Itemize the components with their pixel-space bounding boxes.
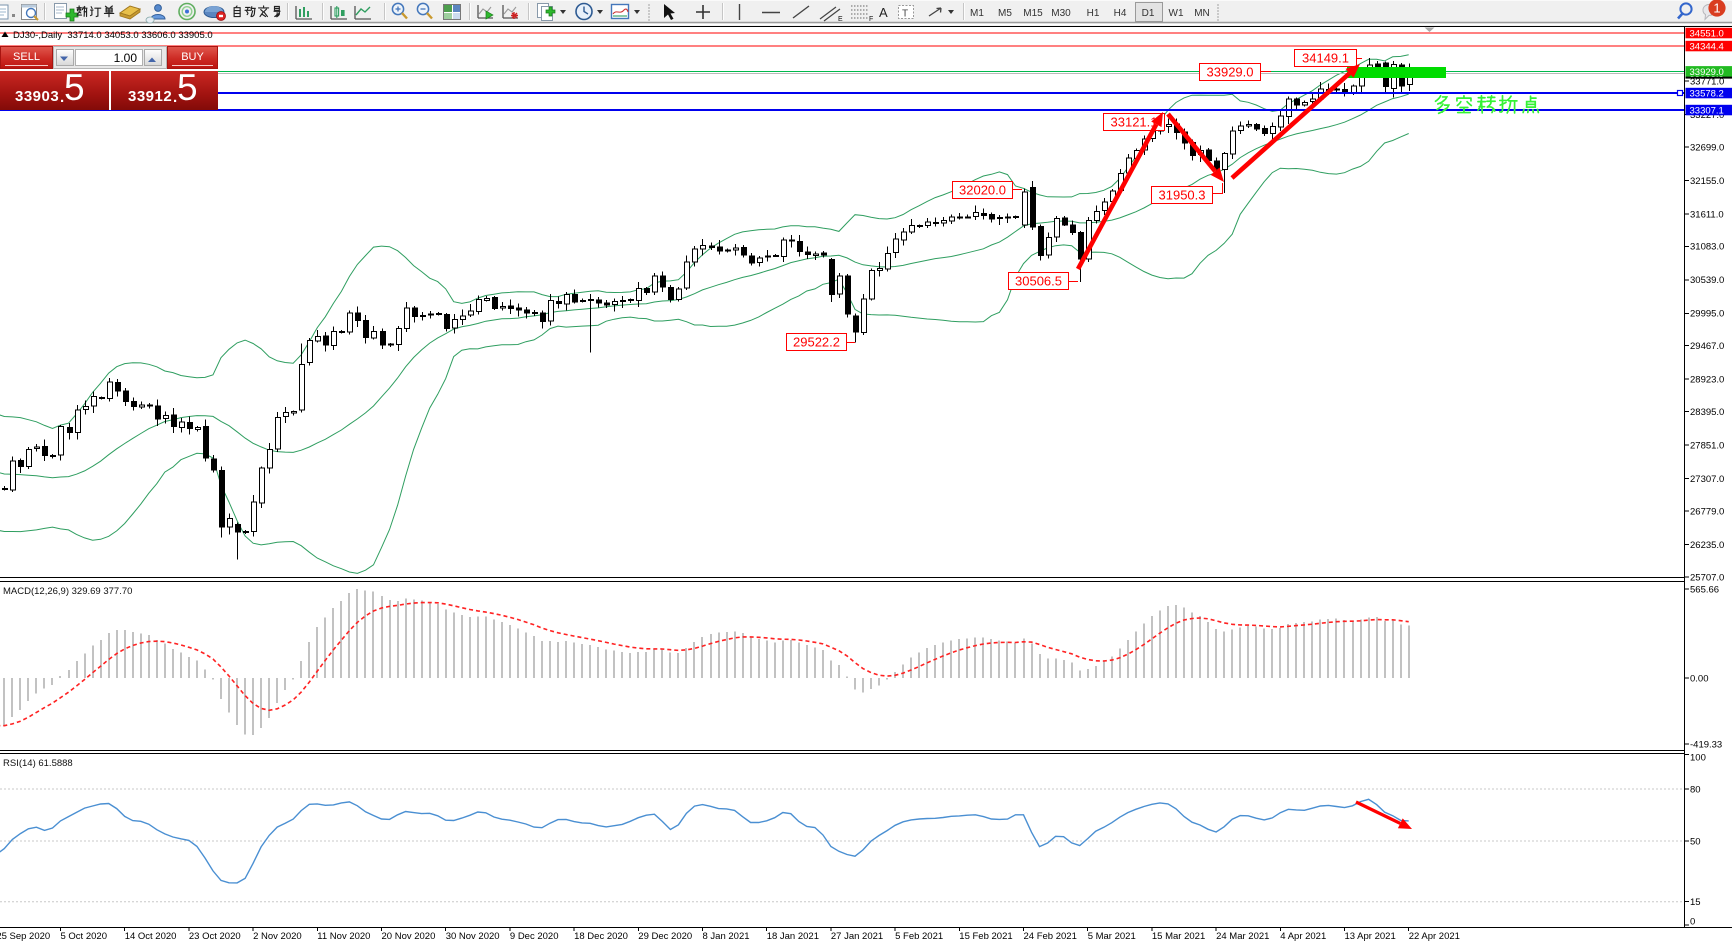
svg-text:9 Dec 2020: 9 Dec 2020 [510, 931, 559, 942]
svg-text:32699.0: 32699.0 [1690, 142, 1724, 153]
svg-text:31950.3: 31950.3 [1159, 188, 1206, 203]
svg-text:5 Feb 2021: 5 Feb 2021 [895, 931, 943, 942]
svg-text:32155.0: 32155.0 [1690, 176, 1724, 187]
svg-text:-419.33: -419.33 [1690, 740, 1722, 751]
svg-text:M5: M5 [998, 8, 1012, 19]
svg-text:MN: MN [1194, 8, 1210, 19]
svg-text:80: 80 [1690, 784, 1701, 795]
svg-text:F: F [869, 16, 873, 23]
svg-text:26779.0: 26779.0 [1690, 507, 1724, 518]
svg-text:30506.5: 30506.5 [1015, 274, 1062, 289]
svg-text:30 Nov 2020: 30 Nov 2020 [446, 931, 500, 942]
svg-text:5 Mar 2021: 5 Mar 2021 [1088, 931, 1136, 942]
svg-text:34344.4: 34344.4 [1690, 42, 1724, 53]
svg-text:8 Jan 2021: 8 Jan 2021 [703, 931, 750, 942]
svg-text:24 Feb 2021: 24 Feb 2021 [1024, 931, 1077, 942]
svg-text:26235.0: 26235.0 [1690, 540, 1724, 551]
svg-text:33771.0: 33771.0 [1690, 76, 1724, 87]
svg-text:33121.1: 33121.1 [1111, 115, 1158, 130]
svg-text:34149.1: 34149.1 [1302, 51, 1349, 66]
svg-text:H4: H4 [1114, 8, 1127, 19]
svg-text:2 Nov 2020: 2 Nov 2020 [253, 931, 302, 942]
svg-text:E: E [838, 16, 843, 23]
svg-text:29467.0: 29467.0 [1690, 341, 1724, 352]
svg-text:32020.0: 32020.0 [959, 183, 1006, 198]
svg-text:24 Mar 2021: 24 Mar 2021 [1216, 931, 1269, 942]
svg-text:33578.2: 33578.2 [1690, 89, 1724, 100]
svg-text:0.00: 0.00 [1690, 674, 1709, 685]
svg-text:D1: D1 [1142, 8, 1155, 19]
svg-text:M30: M30 [1051, 8, 1071, 19]
svg-text:34551.0: 34551.0 [1690, 29, 1724, 40]
svg-text:15 Mar 2021: 15 Mar 2021 [1152, 931, 1205, 942]
svg-text:33307.1: 33307.1 [1690, 106, 1724, 117]
svg-text:565.66: 565.66 [1690, 584, 1719, 595]
svg-text:29522.2: 29522.2 [793, 335, 840, 350]
svg-text:MACD(12,26,9) 329.69 377.70: MACD(12,26,9) 329.69 377.70 [3, 586, 132, 597]
svg-text:M15: M15 [1023, 8, 1043, 19]
svg-text:100: 100 [1690, 752, 1706, 763]
svg-text:22 Apr 2021: 22 Apr 2021 [1409, 931, 1460, 942]
svg-text:11 Nov 2020: 11 Nov 2020 [317, 931, 370, 942]
svg-text:13 Apr 2021: 13 Apr 2021 [1345, 931, 1396, 942]
svg-text:25707.0: 25707.0 [1690, 572, 1724, 583]
svg-text:25 Sep 2020: 25 Sep 2020 [0, 931, 50, 942]
svg-text:H1: H1 [1087, 8, 1100, 19]
svg-text:W1: W1 [1169, 8, 1184, 19]
svg-text:27307.0: 27307.0 [1690, 474, 1724, 485]
svg-text:30539.0: 30539.0 [1690, 275, 1724, 286]
svg-text:28395.0: 28395.0 [1690, 407, 1724, 418]
svg-text:0: 0 [1690, 916, 1695, 927]
svg-text:23 Oct 2020: 23 Oct 2020 [189, 931, 241, 942]
svg-text:18 Dec 2020: 18 Dec 2020 [574, 931, 628, 942]
svg-text:28923.0: 28923.0 [1690, 375, 1724, 386]
svg-text:33929.0: 33929.0 [1207, 65, 1254, 80]
svg-text:18 Jan 2021: 18 Jan 2021 [767, 931, 819, 942]
svg-text:A: A [879, 5, 888, 20]
svg-text:31611.0: 31611.0 [1690, 209, 1724, 220]
svg-text:4 Apr 2021: 4 Apr 2021 [1280, 931, 1326, 942]
svg-text:DJ30-,Daily 33714.0 34053.0 3: DJ30-,Daily 33714.0 34053.0 33606.0 3390… [13, 30, 213, 41]
svg-text:M1: M1 [970, 8, 984, 19]
svg-text:31083.0: 31083.0 [1690, 242, 1724, 253]
svg-text:27851.0: 27851.0 [1690, 441, 1724, 452]
svg-text:27 Jan 2021: 27 Jan 2021 [831, 931, 883, 942]
svg-text:5 Oct 2020: 5 Oct 2020 [61, 931, 107, 942]
svg-text:29 Dec 2020: 29 Dec 2020 [638, 931, 692, 942]
svg-text:20 Nov 2020: 20 Nov 2020 [382, 931, 436, 942]
svg-text:1: 1 [1713, 1, 1720, 16]
svg-text:33227.0: 33227.0 [1690, 110, 1724, 121]
svg-text:15 Feb 2021: 15 Feb 2021 [959, 931, 1012, 942]
svg-text:50: 50 [1690, 836, 1701, 847]
svg-text:14 Oct 2020: 14 Oct 2020 [125, 931, 177, 942]
svg-text:T: T [902, 9, 908, 20]
svg-text:33929.0: 33929.0 [1690, 67, 1724, 78]
svg-text:RSI(14) 61.5888: RSI(14) 61.5888 [3, 758, 73, 769]
svg-text:15: 15 [1690, 897, 1701, 908]
svg-text:29995.0: 29995.0 [1690, 309, 1724, 320]
